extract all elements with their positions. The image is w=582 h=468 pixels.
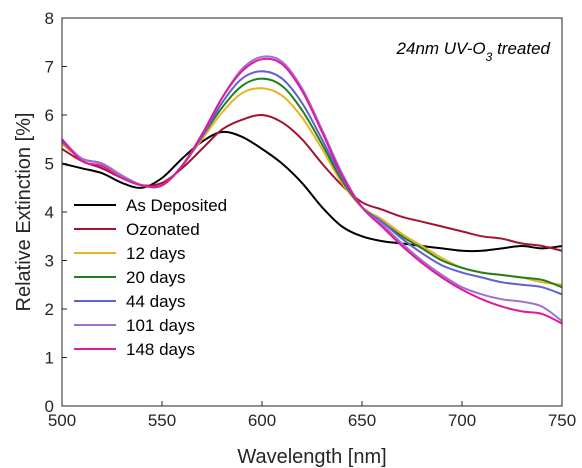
legend-label-as-deposited: As Deposited bbox=[126, 196, 227, 215]
x-tick-label: 650 bbox=[348, 411, 376, 430]
y-axis-label: Relative Extinction [%] bbox=[13, 113, 35, 312]
series-line-148-days bbox=[61, 57, 563, 325]
x-tick-label: 750 bbox=[548, 411, 576, 430]
legend-label-12-days: 12 days bbox=[126, 244, 186, 263]
y-tick-label: 0 bbox=[45, 397, 54, 416]
y-tick-label: 7 bbox=[45, 58, 54, 77]
x-tick-label: 500 bbox=[48, 411, 76, 430]
x-tick-label: 550 bbox=[148, 411, 176, 430]
y-tick-label: 5 bbox=[45, 155, 54, 174]
legend: As Deposited Ozonated 12 days 20 days 44 day… bbox=[74, 196, 227, 359]
x-axis-label: Wavelength [nm] bbox=[237, 446, 386, 468]
x-tick-label: 700 bbox=[448, 411, 476, 430]
series-line-as-deposited bbox=[61, 130, 563, 253]
chart-annotation: 24nm UV-O3 treated bbox=[396, 39, 551, 64]
y-tick-label: 4 bbox=[45, 203, 54, 222]
legend-label-20-days: 20 days bbox=[126, 268, 186, 287]
x-tick-label: 600 bbox=[248, 411, 276, 430]
y-tick-label: 2 bbox=[45, 300, 54, 319]
axis-ticks: 500 550 600 650 700 750 0 1 2 3 4 5 6 7 8 bbox=[45, 9, 577, 430]
y-tick-label: 3 bbox=[45, 252, 54, 271]
legend-label-ozonated: Ozonated bbox=[126, 220, 200, 239]
y-tick-label: 6 bbox=[45, 106, 54, 125]
legend-label-44-days: 44 days bbox=[126, 292, 186, 311]
series-lines bbox=[61, 55, 563, 325]
y-tick-label: 1 bbox=[45, 349, 54, 368]
legend-label-101-days: 101 days bbox=[126, 316, 195, 335]
y-tick-label: 8 bbox=[45, 9, 54, 28]
legend-label-148-days: 148 days bbox=[126, 340, 195, 359]
